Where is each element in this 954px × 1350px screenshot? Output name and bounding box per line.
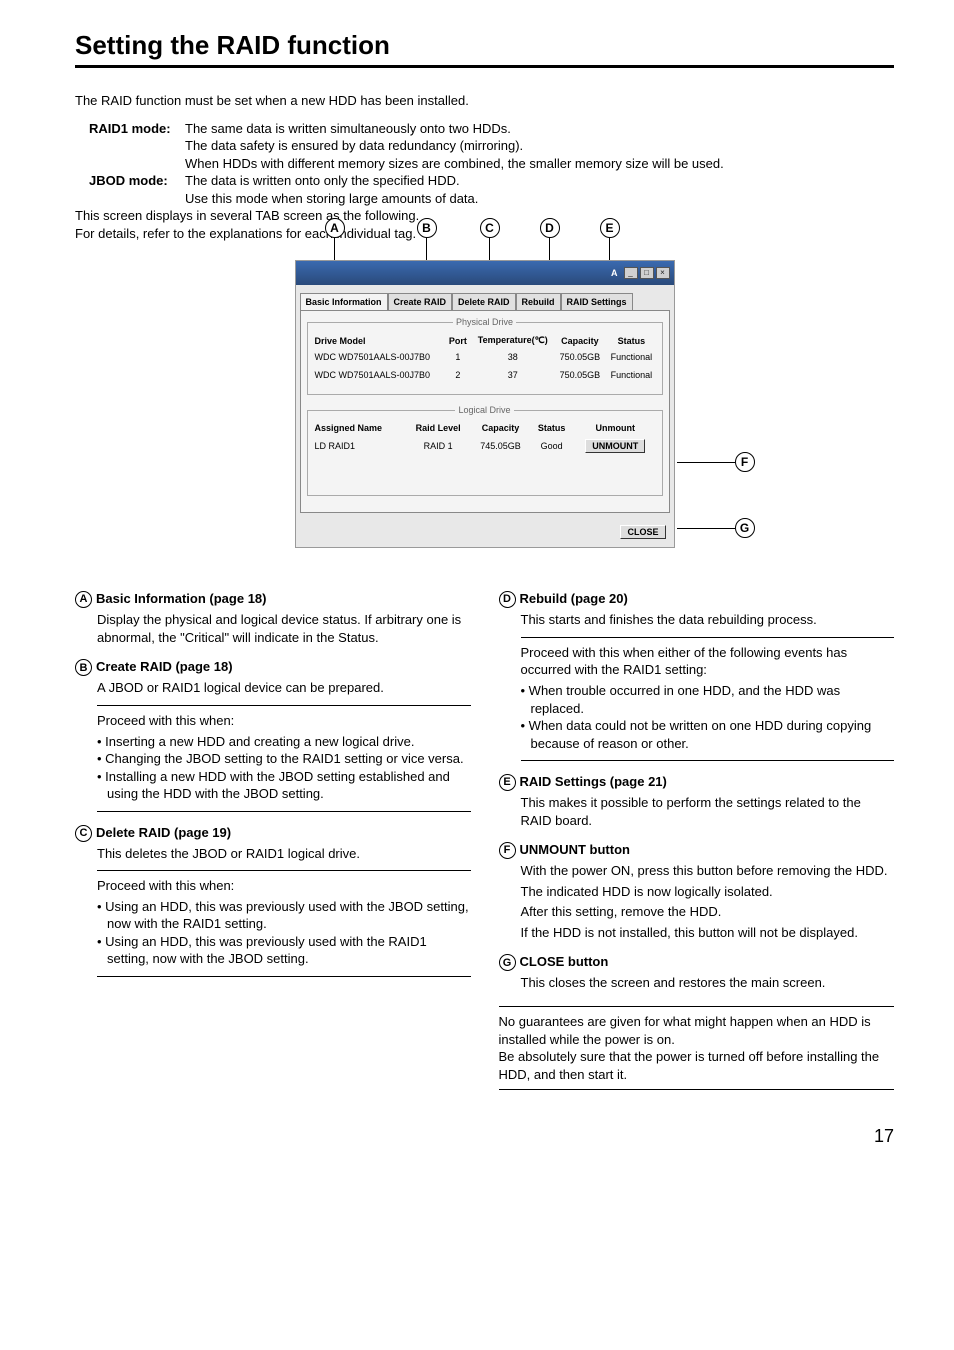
phys-col-status: Status: [605, 333, 657, 348]
callout-b: B: [417, 218, 437, 238]
logical-drive-group: Logical Drive Assigned Name Raid Level C…: [307, 405, 663, 496]
item-f-body-4: If the HDD is not installed, this button…: [499, 924, 895, 942]
item-d-title: Rebuild (page 20): [520, 590, 628, 608]
intro-line-1: The RAID function must be set when a new…: [75, 92, 894, 110]
marker-e: E: [499, 774, 516, 791]
item-e-title: RAID Settings (page 21): [520, 773, 667, 791]
logical-drive-table: Assigned Name Raid Level Capacity Status…: [312, 421, 658, 457]
callout-d: D: [540, 218, 560, 238]
maximize-button[interactable]: □: [640, 267, 654, 279]
warning-1: No guarantees are given for what might h…: [499, 1013, 895, 1048]
callout-a: A: [325, 218, 345, 238]
phys-col-port: Port: [445, 333, 471, 348]
item-g-title: CLOSE button: [520, 953, 609, 971]
marker-d: D: [499, 591, 516, 608]
window-logo: A: [611, 268, 618, 278]
item-d-body: This starts and finishes the data rebuil…: [499, 611, 895, 629]
marker-b: B: [75, 659, 92, 676]
unmount-button[interactable]: UNMOUNT: [585, 439, 645, 453]
item-c-body: This deletes the JBOD or RAID1 logical d…: [75, 845, 471, 863]
raid1-desc-1: The same data is written simultaneously …: [185, 120, 894, 138]
logical-drive-legend: Logical Drive: [455, 405, 513, 415]
log-col-name: Assigned Name: [312, 421, 406, 435]
callout-e: E: [600, 218, 620, 238]
raid1-desc-3: When HDDs with different memory sizes ar…: [185, 155, 894, 173]
table-row: WDC WD7501AALS-00J7B0 1 38 750.05GB Func…: [312, 348, 658, 366]
log-col-level: Raid Level: [406, 421, 471, 435]
item-b-title: Create RAID (page 18): [96, 658, 233, 676]
tab-delete-raid[interactable]: Delete RAID: [452, 293, 516, 310]
item-c-bullet-2: Using an HDD, this was previously used w…: [97, 933, 471, 968]
item-f-title: UNMOUNT button: [520, 841, 630, 859]
item-g-body: This closes the screen and restores the …: [499, 974, 895, 992]
item-b-note-lead: Proceed with this when:: [75, 712, 471, 730]
physical-drive-group: Physical Drive Drive Model Port Temperat…: [307, 317, 663, 395]
raid1-mode-label: RAID1 mode:: [75, 120, 185, 173]
item-a-title: Basic Information (page 18): [96, 590, 266, 608]
item-f-body-3: After this setting, remove the HDD.: [499, 903, 895, 921]
close-x-button[interactable]: ×: [656, 267, 670, 279]
callout-f-pointer: F: [677, 452, 755, 472]
marker-a: A: [75, 591, 92, 608]
item-c-title: Delete RAID (page 19): [96, 824, 231, 842]
warning-2: Be absolutely sure that the power is tur…: [499, 1048, 895, 1083]
callout-g-pointer: G: [677, 518, 755, 538]
tab-row: Basic Information Create RAID Delete RAI…: [296, 285, 674, 310]
item-c-bullet-1: Using an HDD, this was previously used w…: [97, 898, 471, 933]
jbod-mode-label: JBOD mode:: [75, 172, 185, 207]
table-row: WDC WD7501AALS-00J7B0 2 37 750.05GB Func…: [312, 366, 658, 384]
item-c-note-lead: Proceed with this when:: [75, 877, 471, 895]
jbod-desc-2: Use this mode when storing large amounts…: [185, 190, 894, 208]
item-b-bullet-3: Installing a new HDD with the JBOD setti…: [97, 768, 471, 803]
item-e-body: This makes it possible to perform the se…: [499, 794, 895, 829]
marker-c: C: [75, 825, 92, 842]
item-f-body-2: The indicated HDD is now logically isola…: [499, 883, 895, 901]
tab-rebuild[interactable]: Rebuild: [516, 293, 561, 310]
phys-col-model: Drive Model: [312, 333, 445, 348]
marker-g: G: [499, 954, 516, 971]
phys-col-capacity: Capacity: [554, 333, 605, 348]
tab-create-raid[interactable]: Create RAID: [388, 293, 453, 310]
log-col-status: Status: [530, 421, 573, 435]
table-row: LD RAID1 RAID 1 745.05GB Good UNMOUNT: [312, 435, 658, 457]
item-f-body-1: With the power ON, press this button bef…: [499, 862, 895, 880]
window-titlebar: A _ □ ×: [296, 261, 674, 285]
item-d-note-lead: Proceed with this when either of the fol…: [499, 644, 895, 679]
raid-window: A _ □ × Basic Information Create RAID De…: [295, 260, 675, 548]
tab-raid-settings[interactable]: RAID Settings: [561, 293, 633, 310]
callout-g: G: [735, 518, 755, 538]
physical-drive-legend: Physical Drive: [453, 317, 516, 327]
physical-drive-table: Drive Model Port Temperature(℃) Capacity…: [312, 333, 658, 384]
minimize-button[interactable]: _: [624, 267, 638, 279]
item-a-body: Display the physical and logical device …: [75, 611, 471, 646]
item-d-bullet-2: When data could not be written on one HD…: [521, 717, 895, 752]
tab-basic-information[interactable]: Basic Information: [300, 293, 388, 310]
callout-f: F: [735, 452, 755, 472]
log-col-unmount: Unmount: [573, 421, 657, 435]
marker-f: F: [499, 842, 516, 859]
item-d-bullet-1: When trouble occurred in one HDD, and th…: [521, 682, 895, 717]
jbod-desc-1: The data is written onto only the specif…: [185, 172, 894, 190]
item-b-bullet-1: Inserting a new HDD and creating a new l…: [97, 733, 471, 751]
phys-col-temp: Temperature(℃): [471, 333, 554, 348]
log-col-capacity: Capacity: [471, 421, 530, 435]
raid1-desc-2: The data safety is ensured by data redun…: [185, 137, 894, 155]
close-button[interactable]: CLOSE: [620, 525, 665, 539]
callout-c: C: [480, 218, 500, 238]
page-number: 17: [75, 1126, 894, 1147]
page-title: Setting the RAID function: [75, 30, 894, 68]
item-b-bullet-2: Changing the JBOD setting to the RAID1 s…: [97, 750, 471, 768]
item-b-body: A JBOD or RAID1 logical device can be pr…: [75, 679, 471, 697]
